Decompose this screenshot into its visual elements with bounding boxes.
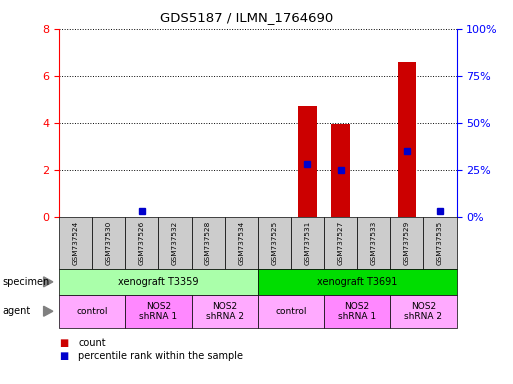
Text: GSM737534: GSM737534 <box>238 221 244 265</box>
Text: GSM737526: GSM737526 <box>139 221 145 265</box>
Bar <box>331 124 350 217</box>
Text: count: count <box>78 338 106 348</box>
Text: NOS2
shRNA 1: NOS2 shRNA 1 <box>140 301 177 321</box>
Text: xenograft T3691: xenograft T3691 <box>317 277 398 287</box>
Text: ■: ■ <box>59 338 68 348</box>
Text: NOS2
shRNA 2: NOS2 shRNA 2 <box>206 301 244 321</box>
Text: GSM737524: GSM737524 <box>72 221 78 265</box>
Bar <box>398 62 416 217</box>
Text: control: control <box>275 307 307 316</box>
Text: GSM737531: GSM737531 <box>305 221 310 265</box>
Text: NOS2
shRNA 2: NOS2 shRNA 2 <box>404 301 442 321</box>
Text: NOS2
shRNA 1: NOS2 shRNA 1 <box>338 301 376 321</box>
Text: GSM737525: GSM737525 <box>271 221 278 265</box>
Text: specimen: specimen <box>3 277 50 287</box>
Text: GDS5187 / ILMN_1764690: GDS5187 / ILMN_1764690 <box>160 12 333 25</box>
Bar <box>299 106 317 217</box>
Text: GSM737533: GSM737533 <box>371 221 377 265</box>
Text: agent: agent <box>3 306 31 316</box>
Text: control: control <box>76 307 108 316</box>
Text: GSM737530: GSM737530 <box>106 221 112 265</box>
Text: GSM737528: GSM737528 <box>205 221 211 265</box>
Text: GSM737532: GSM737532 <box>172 221 178 265</box>
Text: percentile rank within the sample: percentile rank within the sample <box>78 351 244 361</box>
Text: xenograft T3359: xenograft T3359 <box>118 277 199 287</box>
Text: GSM737527: GSM737527 <box>338 221 344 265</box>
Text: GSM737535: GSM737535 <box>437 221 443 265</box>
Text: GSM737529: GSM737529 <box>404 221 410 265</box>
Text: ■: ■ <box>59 351 68 361</box>
